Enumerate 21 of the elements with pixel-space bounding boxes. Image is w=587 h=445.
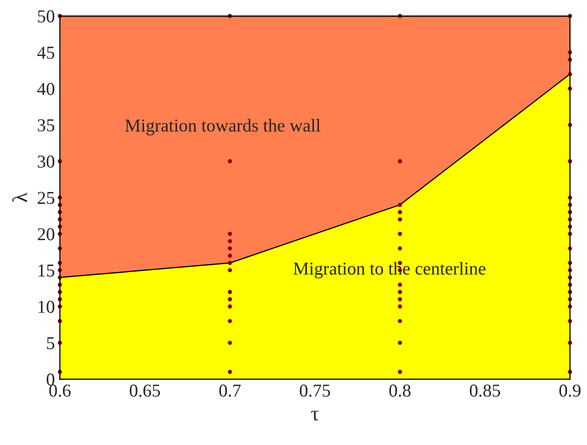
y-tick-label: 20 [38, 228, 54, 240]
y-tick-label: 50 [38, 10, 54, 22]
x-tick-label: 0.85 [470, 384, 500, 397]
x-tick-label: 0.65 [130, 384, 160, 397]
y-tick-label: 40 [37, 82, 54, 96]
x-tick-label: 0.75 [300, 384, 330, 397]
y-tick-label: 35 [38, 119, 54, 132]
y-tick-label: 45 [37, 46, 54, 59]
y-tick-label: 15 [38, 264, 54, 277]
y-tick-label: 5 [47, 337, 54, 350]
y-tick-label: 0 [46, 373, 54, 386]
y-tick-label: 30 [38, 156, 54, 168]
x-axis-title: τ [311, 410, 319, 421]
annotation: Migration towards the wall [125, 118, 320, 136]
y-tick-label: 10 [38, 300, 54, 313]
x-tick-label: 0.7 [219, 384, 241, 397]
y-axis-title: λ [12, 192, 27, 202]
x-tick-label: 0.8 [389, 384, 411, 397]
y-tick-label: 25 [38, 192, 54, 204]
x-tick-label: 0.6 [49, 384, 71, 397]
x-tick-label: 0.9 [559, 384, 581, 397]
